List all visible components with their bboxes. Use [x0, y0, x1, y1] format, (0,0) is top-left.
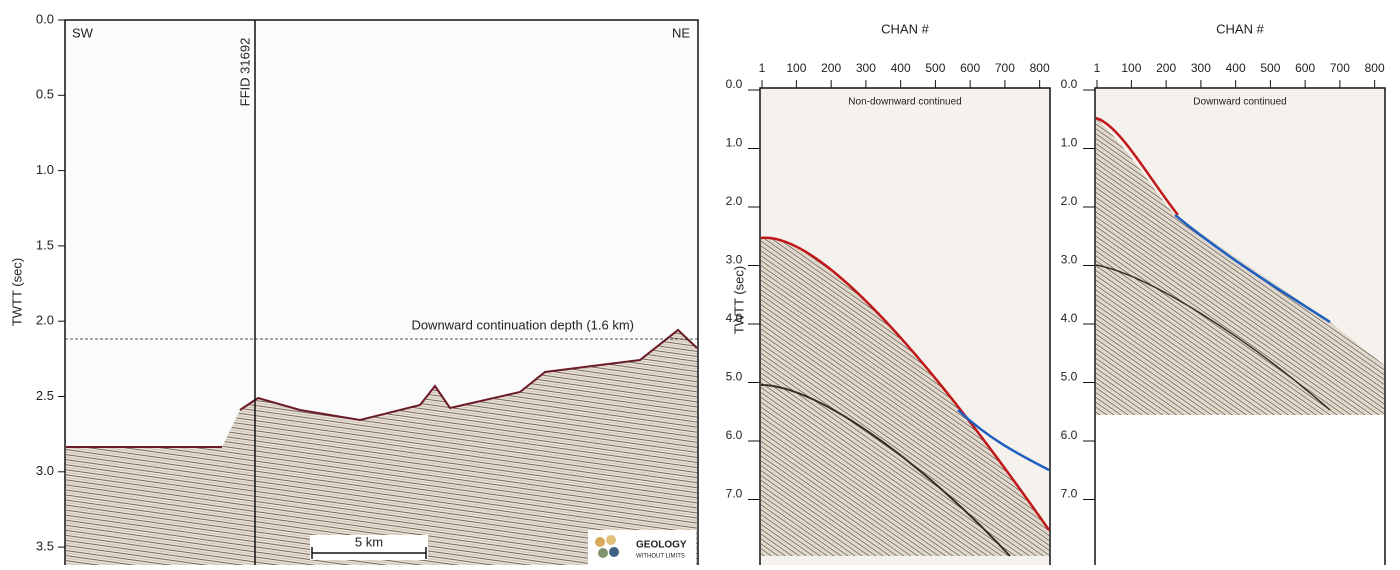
red-curve: [760, 236, 1051, 531]
x-tick-label: 100: [1121, 61, 1141, 75]
blue-curve: [1174, 214, 1331, 324]
reflection: [760, 384, 1011, 557]
logo-icon: [609, 547, 619, 557]
x-tick-label: 1: [759, 61, 766, 75]
x-tick-label: 500: [925, 61, 945, 75]
y-tick-label: 2.0: [1061, 194, 1078, 208]
y-tick-label: 2.0: [36, 313, 54, 328]
y-tick-label: 1.0: [36, 162, 54, 177]
x-axis-label: CHAN #: [1216, 21, 1264, 36]
y-tick-label: 7.0: [726, 487, 743, 501]
x-tick-label: 700: [1330, 61, 1350, 75]
gather-panel: [1094, 87, 1386, 569]
x-tick-label: 700: [995, 61, 1015, 75]
x-tick-label: 1: [1094, 61, 1101, 75]
logo-text: WITHOUT LIMITS: [636, 554, 685, 560]
y-axis-label: TWTT (sec): [9, 258, 24, 326]
y-tick-label: 3.0: [36, 463, 54, 478]
gather-panel: [759, 87, 1051, 569]
seismic-gather: [761, 237, 1049, 556]
x-axis-label: CHAN #: [881, 21, 929, 36]
seismic-section: [66, 330, 697, 565]
y-tick-label: 0.5: [36, 87, 54, 102]
x-tick-label: 400: [891, 61, 911, 75]
logo-icon: [606, 535, 616, 545]
x-tick-label: 200: [821, 61, 841, 75]
y-tick-label: 1.0: [726, 136, 743, 150]
y-tick-label: 4.0: [726, 311, 743, 325]
x-tick-label: 600: [960, 61, 980, 75]
section-panel: SW NE FFID 31692 Downward continuation d…: [9, 19, 699, 570]
y-tick-label: 2.5: [36, 388, 54, 403]
y-tick-label: 0.0: [36, 11, 54, 26]
y-tick-label: 4.0: [1061, 311, 1078, 325]
caption: Downward continued: [1193, 97, 1286, 108]
sw-label: SW: [72, 25, 94, 40]
scale-bar-bg: [310, 535, 428, 560]
y-tick-label: 0.0: [1061, 77, 1078, 91]
y-tick-label: 6.0: [1061, 428, 1078, 442]
y-axis-label: TWTT (sec): [731, 266, 746, 334]
x-tick-label: 800: [1030, 61, 1050, 75]
y-tick-label: 5.0: [1061, 370, 1078, 384]
y-tick-label: 7.0: [1061, 487, 1078, 501]
x-tick-label: 400: [1226, 61, 1246, 75]
scale-bar: [311, 547, 427, 559]
logo-text: GEOLOGY: [636, 540, 687, 551]
trace-label: FFID 31692: [237, 38, 252, 107]
x-tick-label: 800: [1365, 61, 1385, 75]
seismic-gather: [1096, 118, 1384, 415]
y-tick-label: 6.0: [726, 428, 743, 442]
caption: Non-downward continued: [848, 97, 961, 108]
y-tick-label: 0.0: [726, 77, 743, 91]
reflection: [1095, 264, 1331, 411]
blue-curve: [957, 409, 1050, 472]
y-tick-label: 3.5: [36, 539, 54, 554]
logo-bg: [588, 530, 696, 565]
x-tick-label: 300: [1191, 61, 1211, 75]
logo-icon: [598, 548, 608, 558]
logo-icon: [595, 537, 605, 547]
x-tick-label: 600: [1295, 61, 1315, 75]
y-tick-label: 5.0: [726, 370, 743, 384]
x-tick-label: 200: [1156, 61, 1176, 75]
seafloor: [66, 328, 698, 448]
x-tick-label: 300: [856, 61, 876, 75]
y-tick-label: 3.0: [726, 253, 743, 267]
y-tick-label: 1.0: [1061, 136, 1078, 150]
red-curve: [1095, 116, 1179, 216]
x-tick-label: 500: [1260, 61, 1280, 75]
ne-label: NE: [672, 25, 690, 40]
depth-annotation: Downward continuation depth (1.6 km): [411, 317, 634, 332]
y-tick-label: 2.0: [726, 194, 743, 208]
scale-label: 5 km: [355, 534, 383, 549]
x-tick-label: 100: [786, 61, 806, 75]
y-tick-label: 1.5: [36, 237, 54, 252]
y-tick-label: 3.0: [1061, 253, 1078, 267]
